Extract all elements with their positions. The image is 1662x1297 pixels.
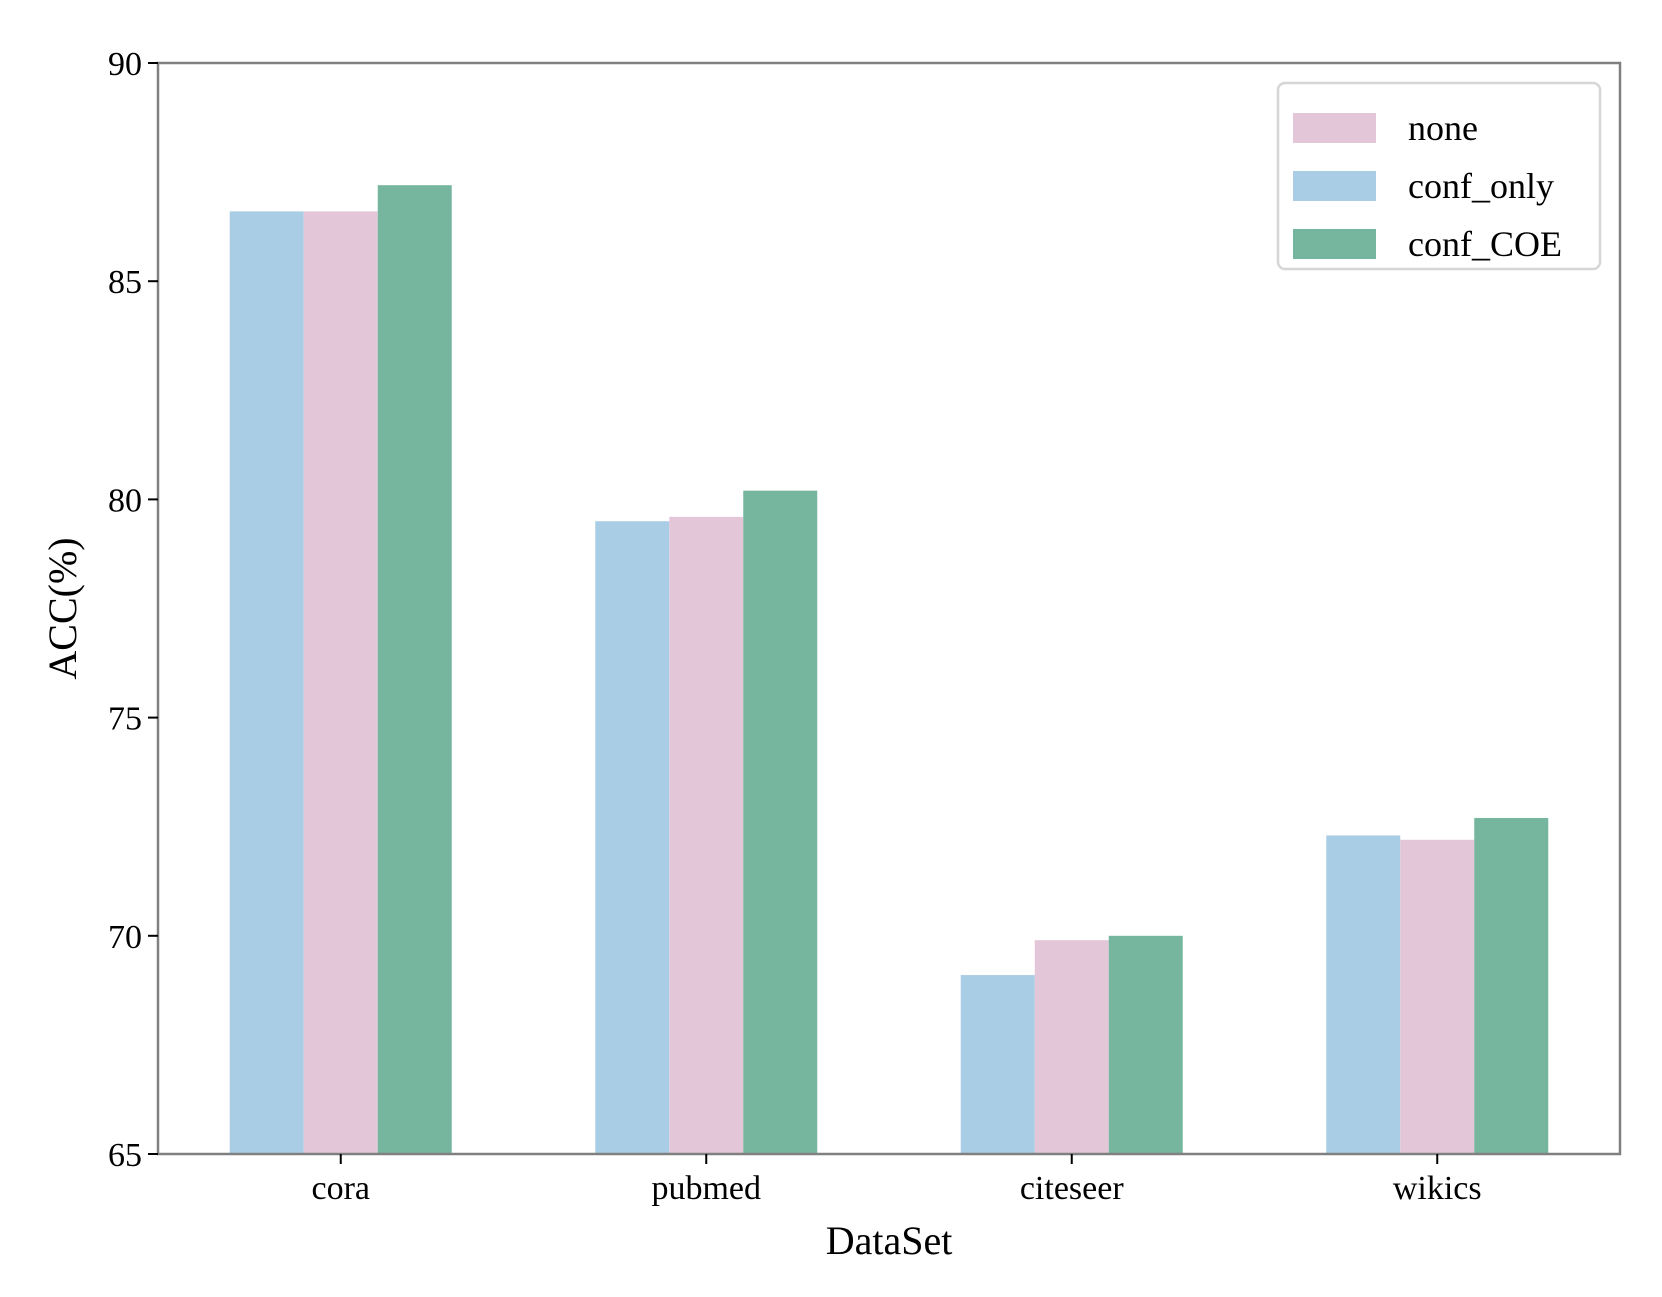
- bar-conf_COE-pubmed: [743, 490, 818, 1154]
- bar-none-pubmed: [669, 516, 744, 1154]
- x-tick-label-cora: cora: [311, 1170, 370, 1207]
- bar-conf_COE-cora: [377, 185, 452, 1154]
- y-tick-label: 85: [108, 264, 142, 301]
- legend-swatch-conf_only: [1293, 171, 1376, 201]
- y-axis: 65 70 75 80 85 90: [108, 46, 158, 1174]
- bar-none-wikics: [1400, 839, 1475, 1154]
- bar-none-citeseer: [1034, 940, 1109, 1154]
- y-tick-label: 70: [108, 919, 142, 956]
- bar-conf_only-cora: [229, 211, 304, 1154]
- x-tick-label-citeseer: citeseer: [1020, 1170, 1124, 1207]
- bar-conf_only-pubmed: [595, 521, 670, 1154]
- bar-conf_only-wikics: [1326, 835, 1401, 1154]
- legend-label-conf_only: conf_only: [1408, 166, 1554, 206]
- bars-group: [229, 185, 1549, 1154]
- bar-conf_COE-wikics: [1474, 817, 1549, 1154]
- plot-frame: [156, 61, 1622, 1156]
- legend-label-none: none: [1408, 108, 1478, 148]
- y-tick-label: 75: [108, 701, 142, 738]
- legend-swatch-none: [1293, 113, 1376, 143]
- y-tick-label: 65: [108, 1137, 142, 1174]
- bar-conf_COE-citeseer: [1108, 935, 1183, 1154]
- bar-conf_only-citeseer: [960, 975, 1035, 1154]
- x-tick-label-pubmed: pubmed: [651, 1170, 761, 1207]
- legend-swatch-conf_COE: [1293, 229, 1376, 259]
- y-tick-label: 80: [108, 482, 142, 519]
- y-tick-label: 90: [108, 46, 142, 83]
- y-axis-title: ACC(%): [40, 537, 85, 679]
- x-axis: cora pubmed citeseer wikics: [311, 1154, 1482, 1207]
- bar-none-cora: [303, 211, 378, 1154]
- legend-label-conf_COE: conf_COE: [1408, 224, 1562, 264]
- x-tick-label-wikics: wikics: [1393, 1170, 1482, 1207]
- x-axis-title: DataSet: [826, 1218, 953, 1263]
- legend: none conf_only conf_COE: [1276, 81, 1602, 271]
